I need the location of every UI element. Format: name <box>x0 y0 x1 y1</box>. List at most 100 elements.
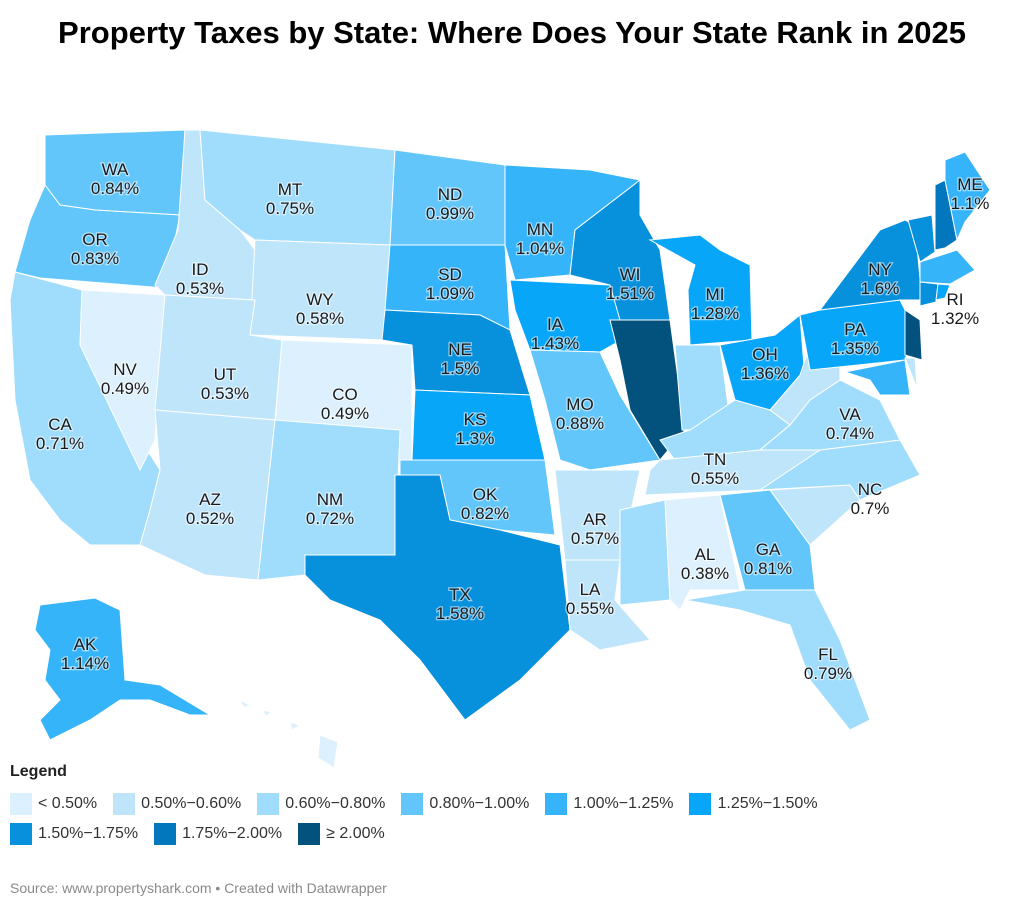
legend-item: 0.50%−0.60% <box>113 792 241 816</box>
state-value-label: 1.14% <box>61 654 109 673</box>
state-code-label: FL <box>818 645 838 664</box>
state-code-label: MT <box>278 180 303 199</box>
state-value-label: 0.72% <box>306 509 354 528</box>
legend-swatch <box>298 823 321 845</box>
state-code-label: NE <box>448 340 472 359</box>
state-code-label: LA <box>580 580 601 599</box>
state-nv[interactable] <box>79 289 166 472</box>
state-value-label: 0.99% <box>426 204 474 223</box>
state-value-label: 1.51% <box>606 284 654 303</box>
legend-label: 0.50%−0.60% <box>141 795 242 812</box>
state-value-label: 0.55% <box>691 469 739 488</box>
state-ma[interactable] <box>919 249 976 285</box>
legend-item: 0.80%−1.00% <box>401 792 529 816</box>
state-nj[interactable] <box>904 309 923 361</box>
legend-swatch <box>689 793 712 815</box>
state-ct[interactable] <box>919 281 939 307</box>
legend-item: < 0.50% <box>10 792 97 816</box>
legend-label: 0.60%−0.80% <box>285 795 386 812</box>
state-code-label: NV <box>113 360 137 379</box>
state-code-label: WY <box>306 290 333 309</box>
state-value-label: 1.3% <box>456 429 495 448</box>
state-code-label: MI <box>706 285 725 304</box>
state-code-label: NC <box>858 480 883 499</box>
legend-item: 1.75%−2.00% <box>154 822 282 846</box>
state-value-label: 1.09% <box>426 284 474 303</box>
state-value-label: 1.32% <box>931 309 979 328</box>
state-fl[interactable] <box>684 589 871 731</box>
legend-label: 1.00%−1.25% <box>573 795 674 812</box>
state-value-label: 0.74% <box>826 424 874 443</box>
state-code-label: MO <box>566 395 593 414</box>
state-code-label: ME <box>957 175 983 194</box>
state-code-label: NY <box>868 260 892 279</box>
state-value-label: 1.36% <box>741 364 789 383</box>
state-code-label: TX <box>449 585 471 604</box>
state-value-label: 0.49% <box>321 404 369 423</box>
state-vt[interactable] <box>907 214 936 263</box>
state-value-label: 1.5% <box>441 359 480 378</box>
state-de[interactable] <box>904 357 918 389</box>
state-value-label: 1.1% <box>951 194 990 213</box>
state-ak[interactable] <box>34 597 212 741</box>
state-value-label: 1.43% <box>531 334 579 353</box>
state-value-label: 0.71% <box>36 434 84 453</box>
legend-title: Legend <box>10 763 67 780</box>
state-code-label: ID <box>192 260 209 279</box>
state-value-label: 1.6% <box>861 279 900 298</box>
state-ga[interactable] <box>719 489 816 591</box>
legend-label: 1.50%−1.75% <box>38 825 139 842</box>
state-value-label: 0.38% <box>681 564 729 583</box>
state-code-label: TN <box>704 450 727 469</box>
state-value-label: 0.53% <box>201 384 249 403</box>
state-value-label: 0.82% <box>461 504 509 523</box>
state-md[interactable] <box>843 359 911 396</box>
state-value-label: 0.81% <box>744 559 792 578</box>
state-value-label: 0.84% <box>91 179 139 198</box>
state-value-label: 1.04% <box>516 239 564 258</box>
state-code-label: CA <box>48 415 72 434</box>
legend-swatch <box>545 793 568 815</box>
state-value-label: 0.52% <box>186 509 234 528</box>
legend-label: ≥ 2.00% <box>326 825 385 842</box>
state-code-label: MN <box>527 220 553 239</box>
state-code-label: NM <box>317 490 343 509</box>
state-value-label: 0.79% <box>804 664 852 683</box>
page-title: Property Taxes by State: Where Does Your… <box>58 15 966 50</box>
state-code-label: AK <box>74 635 97 654</box>
state-ms[interactable] <box>619 499 671 606</box>
state-code-label: WA <box>102 160 129 179</box>
state-value-label: 0.75% <box>266 199 314 218</box>
legend: < 0.50% 0.50%−0.60% 0.60%−0.80% 0.80%−1.00%… <box>10 792 1010 852</box>
state-code-label: UT <box>214 365 237 384</box>
state-tx[interactable] <box>304 474 571 721</box>
state-code-label: OR <box>82 230 108 249</box>
state-hi[interactable] <box>260 709 274 717</box>
source-note: Source: www.propertyshark.com • Created … <box>10 880 387 896</box>
state-code-label: PA <box>844 320 866 339</box>
state-value-label: 0.7% <box>851 499 890 518</box>
state-hi[interactable] <box>289 721 302 731</box>
state-ri[interactable] <box>935 283 951 301</box>
state-me[interactable] <box>944 151 991 242</box>
state-hi[interactable] <box>238 698 252 709</box>
legend-item: 0.60%−0.80% <box>257 792 385 816</box>
state-hi[interactable] <box>317 734 339 769</box>
state-code-label: IA <box>547 315 564 334</box>
state-value-label: 1.35% <box>831 339 879 358</box>
state-mo[interactable] <box>529 349 661 471</box>
state-code-label: WI <box>620 265 641 284</box>
legend-item: ≥ 2.00% <box>298 822 385 846</box>
legend-label: < 0.50% <box>38 795 98 812</box>
state-nh[interactable] <box>934 179 958 251</box>
legend-swatch <box>10 793 32 815</box>
state-code-label: OK <box>473 485 498 504</box>
state-code-label: AZ <box>199 490 221 509</box>
state-code-label: VA <box>839 405 861 424</box>
state-code-label: RI <box>947 290 964 309</box>
state-value-label: 1.58% <box>436 604 484 623</box>
legend-item: 1.50%−1.75% <box>10 822 138 846</box>
state-value-label: 0.88% <box>556 414 604 433</box>
state-value-label: 0.57% <box>571 529 619 548</box>
